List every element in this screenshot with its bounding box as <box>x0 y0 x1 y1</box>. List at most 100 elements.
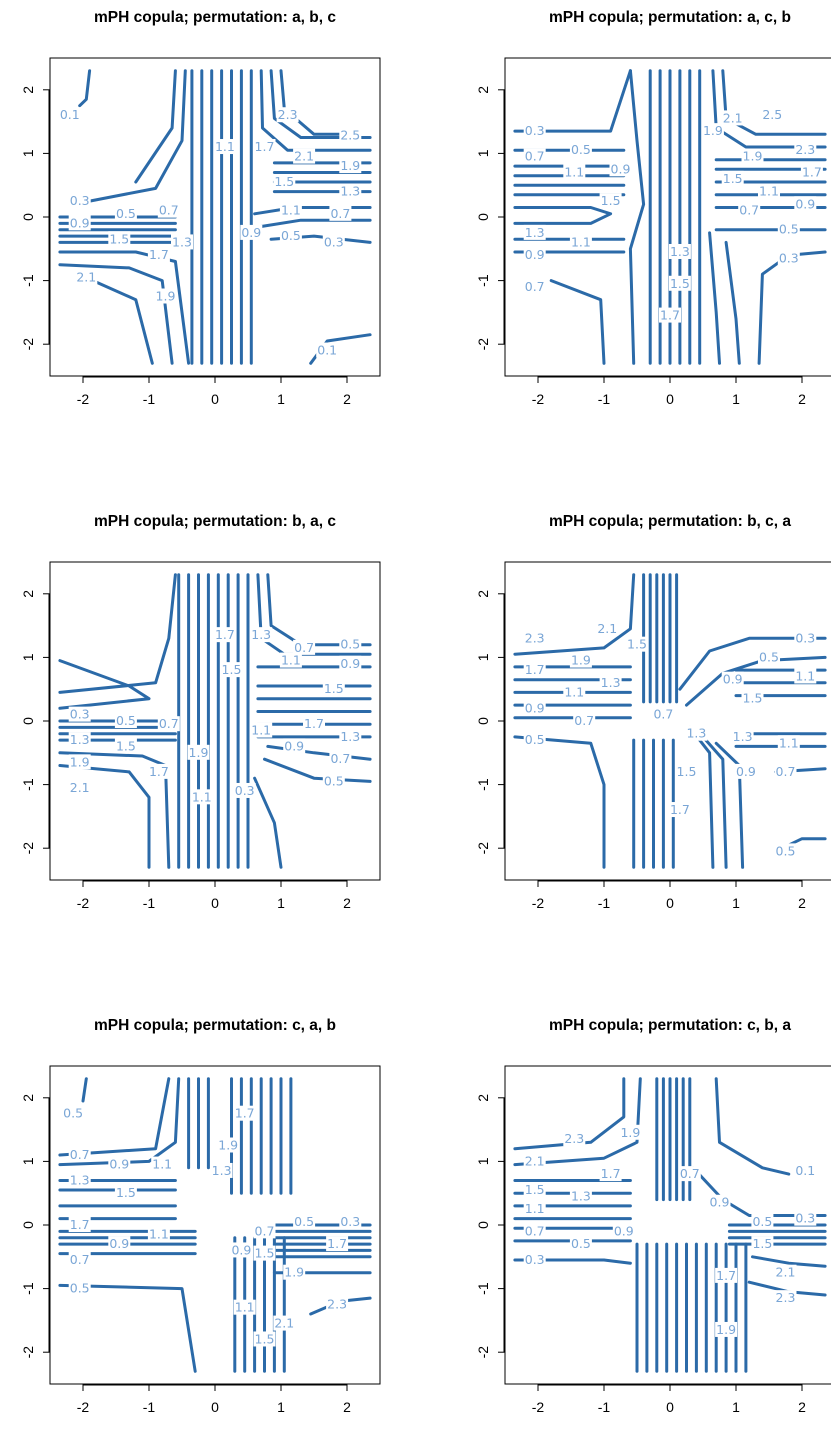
contour-lines <box>513 1077 827 1373</box>
contour-label: 2.3 <box>564 1131 584 1146</box>
contour-label-background <box>523 1182 546 1198</box>
x-tick-label: 2 <box>798 1399 806 1415</box>
contour-line <box>757 250 827 365</box>
contour-label: 0.7 <box>739 203 759 218</box>
contour-label-background <box>626 636 648 652</box>
contour-label: 1.3 <box>340 729 360 744</box>
contour-label-background <box>114 738 137 754</box>
contour-label-background <box>563 164 586 180</box>
contour-label-background <box>721 170 744 186</box>
x-tick-label: 1 <box>732 895 740 911</box>
contour-label-background <box>612 1223 635 1239</box>
chart-title: mPH copula; permutation: c, b, a <box>549 1017 791 1034</box>
contour-label-background <box>523 1251 546 1267</box>
contour-line <box>81 1077 88 1103</box>
contour-label-background <box>316 342 339 358</box>
contour-label-background <box>678 1166 701 1182</box>
contour-label-background <box>774 1264 797 1280</box>
contour-line <box>724 240 741 365</box>
contour-label-background <box>523 662 546 678</box>
contour-panel-bac: mPH copula; permutation: b, a, c 1.7 1.3 0.… <box>0 504 400 944</box>
contour-line <box>513 1077 642 1167</box>
contour-line <box>91 279 154 365</box>
contour-label: 1.1 <box>152 1157 172 1172</box>
contour-line <box>134 69 177 184</box>
y-tick-label: -2 <box>20 842 36 855</box>
contour-label: 1.5 <box>109 231 129 246</box>
x-tick-label: 1 <box>732 391 740 407</box>
contour-label: 1.3 <box>70 732 90 747</box>
contour-label: 0.7 <box>574 713 594 728</box>
y-tick-label: -1 <box>475 1282 491 1295</box>
contour-label: 0.9 <box>736 764 756 779</box>
contour-label-background <box>187 744 210 760</box>
contour-label-background <box>715 1267 738 1283</box>
contour-label: 1.7 <box>716 1268 736 1283</box>
y-tick-label: 2 <box>20 590 36 598</box>
contour-label-background <box>68 754 91 770</box>
contour-label-background <box>569 234 592 250</box>
contour-label-background <box>329 205 352 221</box>
contour-label: 2.1 <box>597 621 617 636</box>
y-tick-label: 1 <box>20 149 36 157</box>
x-tick-label: -2 <box>532 895 545 911</box>
contour-label-background <box>523 630 546 646</box>
x-tick-label: -1 <box>143 1399 156 1415</box>
contour-label: 2.3 <box>525 630 545 645</box>
contour-label: 0.9 <box>109 1236 129 1251</box>
y-tick-label: -2 <box>475 1346 491 1359</box>
contour-label-background <box>233 782 256 798</box>
contour-line <box>549 279 606 365</box>
y-tick-label: 0 <box>475 717 491 725</box>
contour-label-background <box>339 1213 362 1229</box>
contour-label: 1.3 <box>525 225 545 240</box>
contour-line <box>678 636 827 691</box>
contour-label-background <box>220 662 243 678</box>
contour-label-background <box>253 139 276 155</box>
contour-label: 2.1 <box>70 780 90 795</box>
x-tick-label: 0 <box>211 391 219 407</box>
x-tick-label: 2 <box>343 391 351 407</box>
x-tick-label: 2 <box>343 895 351 911</box>
contour-label-background <box>210 1162 233 1178</box>
contour-label: 1.5 <box>255 1246 275 1261</box>
contour-label: 0.5 <box>776 843 796 858</box>
contour-line <box>751 1255 827 1268</box>
chart-title: mPH copula; permutation: b, a, c <box>94 513 336 530</box>
contour-label: 0.7 <box>525 279 545 294</box>
contour-line <box>259 218 372 228</box>
contour-line <box>513 573 636 656</box>
contour-label-background <box>619 1124 642 1140</box>
contour-line <box>691 1166 827 1217</box>
contour-label-background <box>596 620 619 636</box>
contour-label-background <box>751 1236 774 1252</box>
contour-label: 2.3 <box>278 107 298 122</box>
contour-label: 0.9 <box>231 1242 251 1257</box>
contour-label-background <box>114 713 137 728</box>
x-tick-label: -1 <box>598 895 611 911</box>
x-tick-label: -1 <box>143 391 156 407</box>
contour-label: 1.1 <box>281 203 301 218</box>
contour-label-background <box>273 174 296 190</box>
y-tick-label: -2 <box>475 338 491 351</box>
x-tick-label: 0 <box>666 1399 674 1415</box>
contour-label: 2.3 <box>327 1297 347 1312</box>
contour-label-background <box>777 735 800 751</box>
contour-label: 1.5 <box>274 174 294 189</box>
contour-chart: mPH copula; permutation: c, b, a 2.3 1.9 2.… <box>475 1017 831 1415</box>
y-tick-label: 2 <box>475 590 491 598</box>
y-tick-label: 1 <box>475 653 491 661</box>
contour-label-background <box>68 1172 91 1188</box>
contour-label-background <box>114 1185 137 1201</box>
contour-label-background <box>283 738 306 754</box>
y-tick-label: -1 <box>475 778 491 791</box>
contour-label-background <box>339 636 362 652</box>
contour-label: 1.1 <box>564 684 584 699</box>
contour-label-background <box>230 1242 253 1258</box>
contour-label-background <box>62 1105 85 1121</box>
contour-label: 0.1 <box>60 107 80 122</box>
contour-label-background <box>322 234 345 250</box>
contour-label: 0.7 <box>70 1252 90 1267</box>
x-tick-label: 1 <box>732 1399 740 1415</box>
